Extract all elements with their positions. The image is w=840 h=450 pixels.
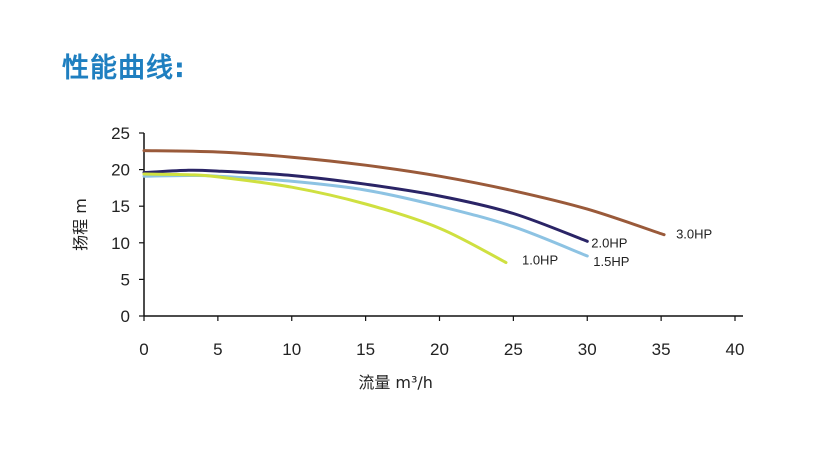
x-tick-label: 5 — [213, 340, 222, 359]
x-tick-label: 40 — [726, 340, 745, 359]
series-label-1-0hp: 1.0HP — [522, 253, 558, 268]
x-tick-label: 10 — [282, 340, 301, 359]
y-tick-label: 15 — [111, 197, 130, 216]
y-tick-label: 0 — [121, 307, 130, 326]
series-label-3-0hp: 3.0HP — [676, 227, 712, 242]
series-label-2-0hp: 2.0HP — [591, 235, 627, 250]
series-line-1-0hp — [142, 172, 508, 265]
x-tick-label: 20 — [430, 340, 449, 359]
series-label-1-5hp: 1.5HP — [593, 254, 629, 269]
chart-series-labels: 3.0HP 2.0HP 1.5HP 1.0HP — [522, 227, 712, 269]
x-tick-label: 15 — [356, 340, 375, 359]
y-tick-label: 10 — [111, 234, 130, 253]
chart-series — [142, 149, 666, 265]
page-title: 性能曲线: — [62, 53, 186, 84]
series-line-2-0hp — [142, 168, 589, 243]
x-tick-label: 35 — [652, 340, 671, 359]
x-axis-label: 流量 m³/h — [358, 373, 433, 392]
y-axis-label: 扬程 m — [71, 198, 90, 251]
y-tick-label: 5 — [121, 270, 130, 289]
x-tick-label: 30 — [578, 340, 597, 359]
y-tick-label: 20 — [111, 161, 130, 180]
chart-axes: 0 5 10 15 20 25 30 35 40 0 5 10 15 20 25 — [111, 124, 744, 359]
x-tick-label: 0 — [139, 340, 148, 359]
x-tick-label: 25 — [504, 340, 523, 359]
y-tick-label: 25 — [111, 124, 130, 143]
series-line-3-0hp — [142, 149, 666, 237]
